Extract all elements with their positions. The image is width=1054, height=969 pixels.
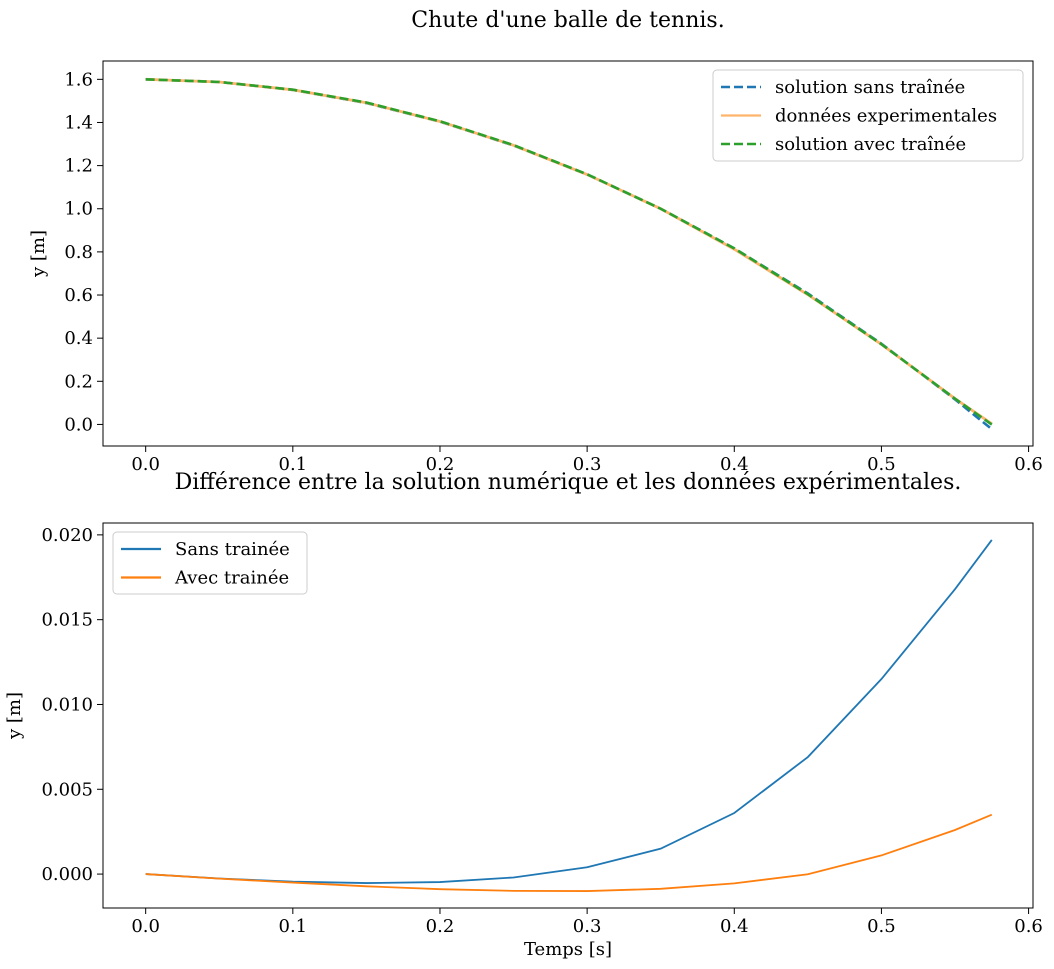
x-tick-label: 0.3 <box>573 454 602 475</box>
x-tick-label: 0.3 <box>573 916 602 937</box>
legend-label: Sans trainée <box>175 539 290 560</box>
x-tick-label: 0.6 <box>1014 916 1043 937</box>
x-tick-label: 0.1 <box>279 454 308 475</box>
y-tick-label: 1.0 <box>64 199 93 220</box>
legend-label: Avec trainée <box>174 568 289 589</box>
y-tick-label: 0.015 <box>41 610 93 631</box>
x-axis-label: Temps [s] <box>524 939 612 960</box>
x-tick-label: 0.6 <box>1014 454 1043 475</box>
x-tick-label: 0.4 <box>720 916 749 937</box>
y-tick-label: 0.6 <box>64 285 93 306</box>
x-tick-label: 0.0 <box>131 454 160 475</box>
y-tick-label: 0.005 <box>41 779 93 800</box>
y-tick-label: 0.000 <box>41 864 93 885</box>
axes-frame <box>102 60 1034 447</box>
x-tick-label: 0.4 <box>720 454 749 475</box>
x-tick-label: 0.5 <box>867 454 896 475</box>
legend-label: données experimentales <box>775 106 997 127</box>
y-tick-label: 0.010 <box>41 694 93 715</box>
x-tick-label: 0.2 <box>426 916 455 937</box>
y-tick-label: 0.2 <box>64 371 93 392</box>
legend: Sans trainée Avec trainée <box>112 531 308 595</box>
legend-label: solution sans traînée <box>775 77 965 98</box>
y-axis-label: y [m] <box>28 230 49 278</box>
y-tick-label: 0.020 <box>41 525 93 546</box>
y-tick-label: 1.2 <box>64 156 93 177</box>
y-tick-label: 0.4 <box>64 328 93 349</box>
y-tick-label: 1.4 <box>64 112 93 133</box>
legend: solution sans traînée données experimenta… <box>712 69 1024 162</box>
y-tick-label: 0.8 <box>64 242 93 263</box>
x-tick-label: 0.2 <box>426 454 455 475</box>
legend-label: solution avec traînée <box>775 134 966 155</box>
legend-box <box>112 531 308 595</box>
y-axis-label: y [m] <box>4 692 25 740</box>
chart-panel-2: Différence entre la solution numérique e… <box>4 470 1043 960</box>
series-line-solution-avec-tra-n-e <box>145 78 993 426</box>
chart-title: Chute d'une balle de tennis. <box>411 8 724 33</box>
chart-panel-1: Chute d'une balle de tennis. 0.0 0.1 0.2 0.3… <box>28 8 1043 475</box>
x-tick-label: 0.0 <box>131 916 160 937</box>
y-tick-label: 1.6 <box>64 69 93 90</box>
y-tick-label: 0.0 <box>64 414 93 435</box>
x-tick-label: 0.1 <box>279 916 308 937</box>
x-tick-label: 0.5 <box>867 916 896 937</box>
series-line-avec-train-e <box>145 813 993 892</box>
chart-title: Différence entre la solution numérique e… <box>175 470 962 495</box>
axes-frame <box>102 522 1034 909</box>
legend-box <box>712 69 1024 162</box>
